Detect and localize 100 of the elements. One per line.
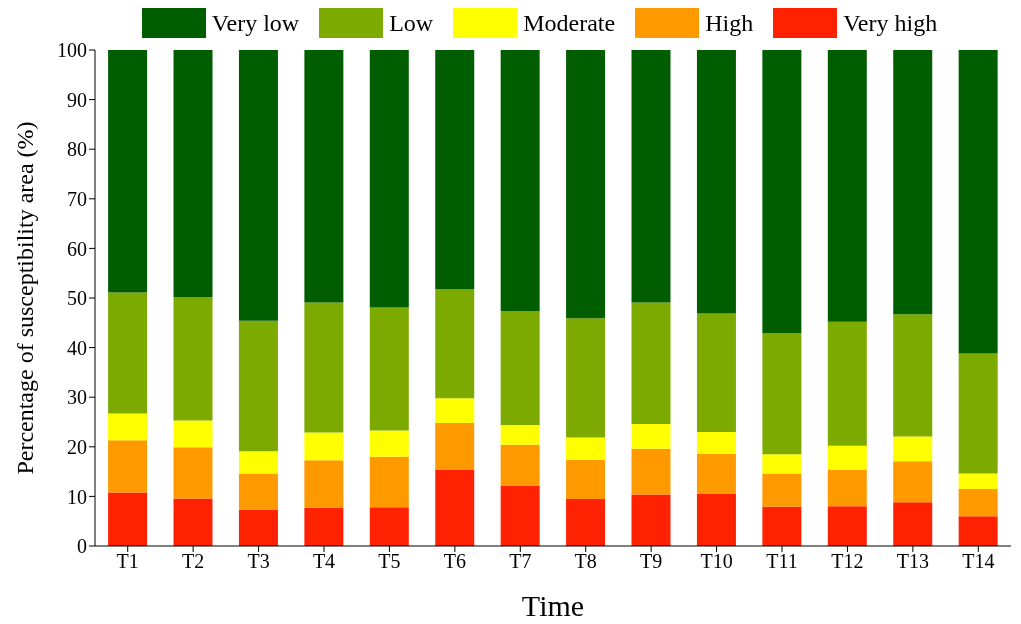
bar	[173, 498, 213, 546]
bar	[108, 292, 148, 414]
bar	[369, 307, 409, 431]
x-tick-label: T8	[574, 550, 597, 573]
x-tick-label: T10	[700, 550, 733, 573]
bar	[173, 297, 213, 421]
bar	[893, 314, 933, 437]
bar	[369, 50, 409, 308]
x-tick-label: T11	[766, 550, 798, 573]
x-tick-label: T14	[962, 550, 995, 573]
legend-label: Moderate	[523, 9, 616, 37]
bar	[435, 422, 475, 471]
bar	[762, 506, 802, 546]
y-tick-label: 100	[57, 39, 87, 62]
bar	[762, 473, 802, 507]
bar	[827, 445, 867, 470]
bar	[958, 488, 998, 517]
y-tick-label: 60	[67, 237, 87, 260]
x-tick-label: T4	[312, 550, 336, 573]
bar	[893, 461, 933, 503]
bar	[238, 320, 278, 452]
bar	[893, 50, 933, 315]
bar	[304, 302, 344, 433]
bar	[304, 460, 344, 508]
bar	[958, 516, 998, 546]
bar	[696, 493, 736, 546]
y-axis-title: Percentage of susceptibility area (%)	[11, 121, 38, 475]
bar	[238, 451, 278, 474]
bar	[435, 398, 475, 423]
bar	[566, 50, 606, 319]
bar	[631, 50, 671, 303]
bar	[762, 333, 802, 455]
bar	[696, 313, 736, 432]
y-tick-label: 10	[67, 485, 87, 508]
bar	[696, 50, 736, 314]
bar	[958, 473, 998, 489]
bar	[304, 432, 344, 461]
bar	[173, 447, 213, 499]
y-tick-label: 0	[77, 535, 87, 558]
bar	[108, 440, 148, 493]
bar	[762, 50, 802, 334]
bar	[893, 502, 933, 546]
bar	[631, 302, 671, 424]
bar	[696, 431, 736, 454]
bar	[173, 420, 213, 448]
legend-label: Very high	[843, 9, 938, 37]
bar	[500, 424, 540, 445]
bar	[827, 506, 867, 546]
bar	[500, 444, 540, 486]
y-tick-label: 20	[67, 435, 87, 458]
bar	[238, 473, 278, 510]
x-axis-title: Time	[521, 589, 585, 622]
y-tick-label: 40	[67, 336, 87, 359]
x-tick-label: T12	[831, 550, 864, 573]
bar	[566, 459, 606, 499]
bar	[369, 456, 409, 508]
bar	[827, 469, 867, 507]
bar	[369, 430, 409, 457]
bar	[827, 321, 867, 446]
x-tick-label: T7	[509, 550, 532, 573]
bar	[108, 492, 148, 546]
bar	[500, 310, 540, 425]
bar	[762, 454, 802, 474]
y-tick-label: 70	[67, 187, 87, 210]
bar	[435, 470, 475, 546]
bar	[304, 50, 344, 303]
y-tick-label: 90	[67, 88, 87, 111]
x-tick-label: T2	[182, 550, 205, 573]
bar	[238, 50, 278, 321]
x-tick-label: T5	[378, 550, 401, 573]
bar	[173, 50, 213, 298]
x-tick-label: T9	[640, 550, 663, 573]
bar	[304, 507, 344, 546]
bar	[631, 494, 671, 546]
bar	[500, 50, 540, 311]
bar	[827, 50, 867, 322]
bar	[958, 50, 998, 354]
bar	[108, 413, 148, 441]
bar	[958, 353, 998, 474]
bar	[435, 289, 475, 399]
x-tick-label: T6	[443, 550, 466, 573]
x-tick-label: T1	[116, 550, 139, 573]
x-tick-label: T3	[247, 550, 270, 573]
bar	[566, 318, 606, 438]
legend-label: Very low	[211, 9, 300, 37]
bar	[893, 436, 933, 462]
y-tick-label: 30	[67, 386, 87, 409]
bar	[500, 485, 540, 546]
legend-label: Low	[389, 9, 434, 37]
x-tick-label: T13	[896, 550, 929, 573]
bar	[566, 437, 606, 460]
bar	[566, 498, 606, 546]
bar	[108, 50, 148, 293]
y-tick-label: 80	[67, 138, 87, 161]
bar	[631, 423, 671, 449]
bar	[369, 507, 409, 546]
bar	[696, 453, 736, 494]
bar	[238, 509, 278, 546]
bar	[631, 448, 671, 495]
bar	[435, 50, 475, 290]
